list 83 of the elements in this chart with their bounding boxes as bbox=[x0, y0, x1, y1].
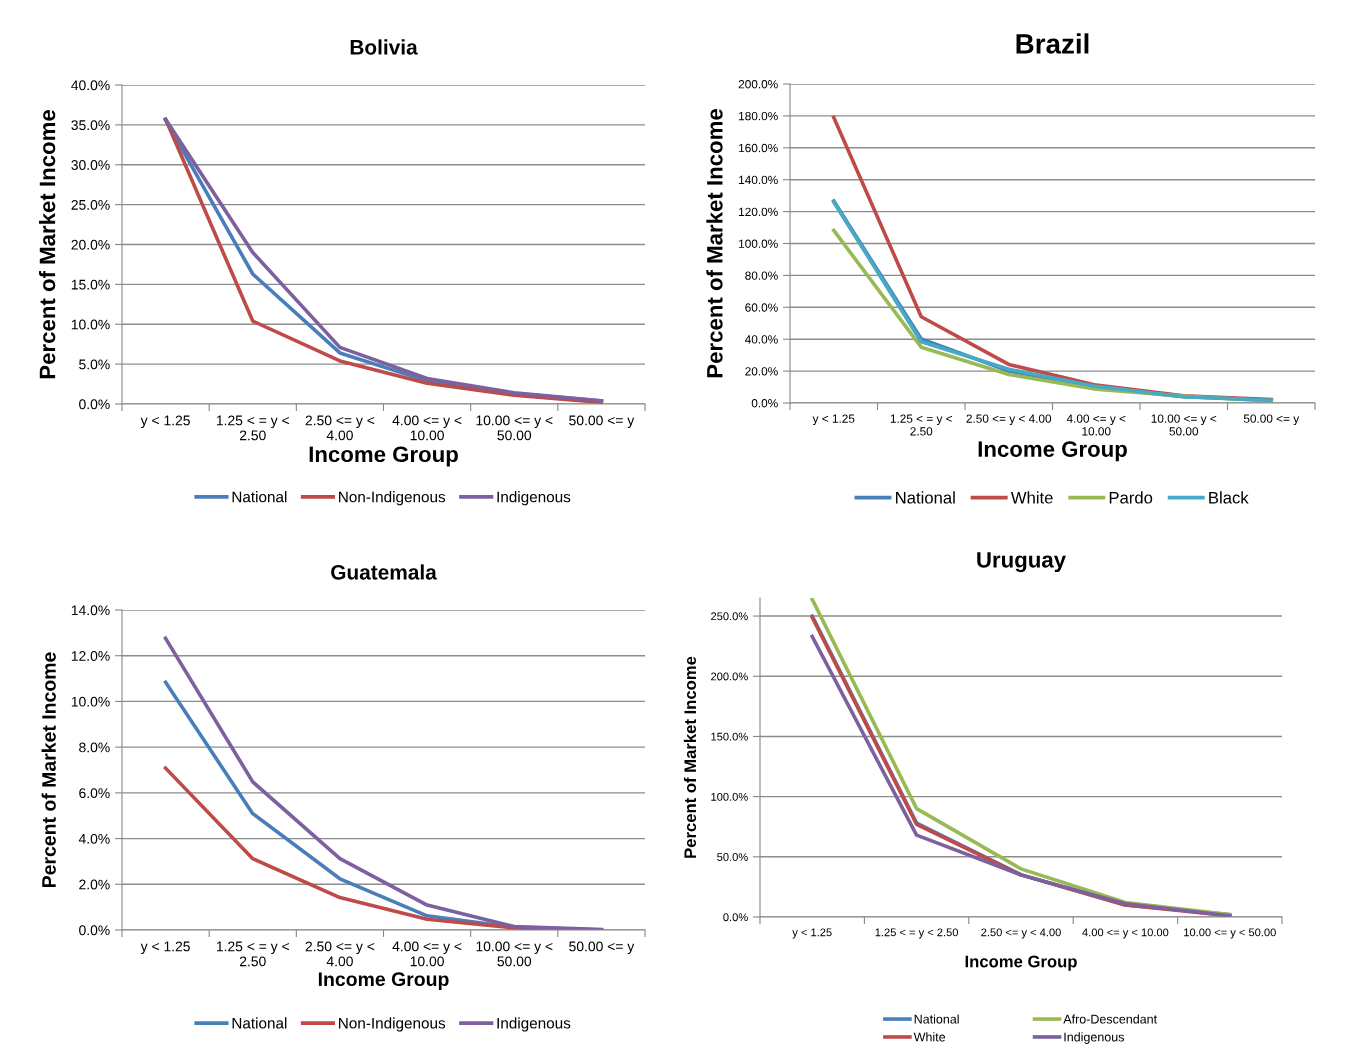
y-tick-label: 0.0% bbox=[79, 925, 110, 936]
legend-label: Indigenous bbox=[497, 1017, 571, 1032]
legend-label: Indigenous bbox=[1064, 1032, 1124, 1044]
x-axis-title: Income Group bbox=[318, 972, 449, 990]
y-tick-label: 160.0% bbox=[739, 143, 778, 153]
x-tick-label: 4.00 <= y < 10.00 bbox=[392, 941, 462, 967]
y-tick-label: 10.0% bbox=[71, 696, 110, 707]
y-tick-label: 20.0% bbox=[71, 239, 110, 250]
y-tick-label: 200.0% bbox=[711, 672, 748, 681]
chart-title: Uruguay bbox=[977, 552, 1066, 573]
x-tick-label: 4.00 <= y < 10.00 bbox=[1066, 414, 1126, 436]
x-axis-title: Income Group bbox=[965, 955, 1077, 971]
y-tick-label: 15.0% bbox=[71, 279, 110, 290]
chart-title: Guatemala bbox=[331, 564, 437, 580]
x-tick-label: y < 1.25 bbox=[792, 928, 832, 939]
y-tick-label: 200.0% bbox=[738, 80, 778, 89]
x-tick-label: 50.00 <= y bbox=[569, 941, 635, 955]
y-tick-label: 60.0% bbox=[745, 303, 778, 312]
x-axis-title: Income Group bbox=[309, 446, 458, 467]
x-tick-label: y < 1.25 bbox=[140, 941, 190, 955]
y-tick-label: 100.0% bbox=[739, 239, 778, 248]
y-axis-title: Percent of Market Income bbox=[41, 652, 56, 888]
y-tick-label: 150.0% bbox=[711, 732, 748, 741]
y-axis-title: Percent of Market Income bbox=[683, 656, 697, 858]
x-tick-label: 2.50 <= y < 4.00 bbox=[966, 414, 1052, 426]
x-tick-label: 1.25 < = y < 2.50 bbox=[216, 941, 289, 967]
x-tick-label: 10.00 <= y < 50.00 bbox=[1184, 928, 1276, 939]
y-tick-label: 5.0% bbox=[79, 359, 110, 370]
y-tick-label: 30.0% bbox=[71, 160, 110, 170]
x-tick-label: 1.25 < = y < 2.50 bbox=[875, 928, 959, 939]
x-tick-label: 50.00 <= y bbox=[1243, 414, 1300, 426]
y-tick-label: 250.0% bbox=[711, 612, 748, 621]
legend-label: National bbox=[232, 1017, 287, 1029]
chart-title: Brazil bbox=[1016, 33, 1089, 54]
legend-label: Non-Indigenous bbox=[339, 1017, 446, 1032]
x-tick-label: 2.50 <= y < 4.00 bbox=[981, 928, 1061, 939]
x-axis-title: Income Group bbox=[978, 441, 1127, 462]
x-tick-label: y < 1.25 bbox=[812, 414, 855, 426]
legend-label: White bbox=[913, 1032, 946, 1042]
y-tick-label: 14.0% bbox=[71, 605, 110, 616]
legend-label: National bbox=[896, 491, 955, 504]
y-tick-label: 0.0% bbox=[723, 913, 748, 922]
y-tick-label: 40.0% bbox=[71, 80, 110, 91]
x-tick-label: 10.00 <= y < 50.00 bbox=[476, 415, 553, 441]
y-tick-label: 40.0% bbox=[744, 335, 778, 344]
x-tick-label: 4.00 <= y < 10.00 bbox=[392, 415, 462, 441]
legend-label: Indigenous bbox=[497, 491, 571, 506]
y-tick-label: 25.0% bbox=[71, 199, 110, 210]
y-axis-title: Percent of Market Income bbox=[706, 109, 723, 378]
x-tick-label: 10.00 <= y < 50.00 bbox=[1151, 414, 1217, 436]
y-tick-label: 20.0% bbox=[745, 367, 778, 376]
x-tick-label: 1.25 < = y < 2.50 bbox=[890, 414, 953, 436]
x-tick-label: 50.00 <= y bbox=[569, 415, 635, 429]
y-axis-title: Percent of Market Income bbox=[38, 110, 56, 379]
legend-label: National bbox=[914, 1014, 959, 1024]
x-tick-label: y < 1.25 bbox=[140, 415, 190, 429]
y-tick-label: 6.0% bbox=[79, 788, 110, 799]
y-tick-label: 35.0% bbox=[71, 120, 110, 131]
y-tick-label: 8.0% bbox=[79, 742, 110, 753]
y-tick-label: 4.0% bbox=[78, 833, 110, 844]
y-tick-label: 50.0% bbox=[717, 853, 748, 861]
x-tick-label: 1.25 < = y < 2.50 bbox=[216, 415, 289, 441]
x-tick-label: 4.00 <= y < 10.00 bbox=[1082, 928, 1169, 939]
y-tick-label: 120.0% bbox=[739, 207, 778, 216]
y-tick-label: 80.0% bbox=[745, 271, 778, 280]
y-tick-label: 0.0% bbox=[79, 399, 110, 410]
y-tick-label: 180.0% bbox=[739, 111, 778, 121]
y-tick-label: 12.0% bbox=[71, 651, 110, 661]
y-tick-label: 0.0% bbox=[751, 399, 778, 408]
legend-label: Pardo bbox=[1109, 491, 1153, 504]
legend-label: White bbox=[1010, 491, 1053, 504]
y-tick-label: 100.0% bbox=[711, 792, 748, 801]
x-tick-label: 2.50 <= y < 4.00 bbox=[305, 941, 375, 967]
x-tick-label: 10.00 <= y < 50.00 bbox=[476, 941, 553, 967]
chart-title: Bolivia bbox=[350, 39, 418, 55]
legend-label: Black bbox=[1209, 491, 1249, 504]
legend-label: Non-Indigenous bbox=[339, 491, 446, 506]
legend-label: Afro-Descendant bbox=[1063, 1014, 1157, 1024]
x-tick-label: 2.50 <= y < 4.00 bbox=[305, 415, 375, 441]
legend-label: National bbox=[232, 491, 287, 503]
y-tick-label: 140.0% bbox=[739, 175, 778, 185]
y-tick-label: 10.0% bbox=[71, 319, 110, 330]
y-tick-label: 2.0% bbox=[79, 879, 110, 890]
